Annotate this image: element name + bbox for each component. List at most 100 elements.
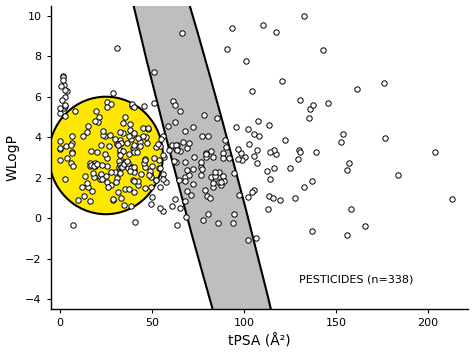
Point bbox=[134, 182, 142, 187]
Point bbox=[202, 150, 210, 156]
Point bbox=[181, 129, 189, 134]
Point bbox=[282, 138, 289, 143]
Point bbox=[156, 184, 164, 190]
Point bbox=[259, 22, 267, 28]
Point bbox=[126, 169, 134, 174]
Point bbox=[343, 167, 351, 173]
Point bbox=[140, 104, 148, 109]
Point bbox=[98, 162, 105, 168]
Point bbox=[56, 157, 64, 163]
Point bbox=[190, 166, 197, 172]
Point bbox=[91, 160, 99, 166]
Point bbox=[301, 184, 308, 190]
Point bbox=[121, 159, 129, 165]
Point bbox=[139, 133, 146, 139]
Point bbox=[172, 147, 180, 152]
Point bbox=[266, 149, 274, 154]
Point bbox=[150, 69, 158, 75]
Point bbox=[189, 181, 197, 187]
Point bbox=[266, 176, 273, 182]
Point bbox=[178, 30, 186, 35]
Point bbox=[347, 206, 355, 212]
Point bbox=[448, 196, 456, 202]
Point bbox=[235, 156, 242, 161]
Point bbox=[305, 115, 312, 121]
Point bbox=[130, 169, 138, 175]
Point bbox=[182, 178, 189, 184]
Point bbox=[88, 162, 95, 167]
Point bbox=[139, 125, 146, 131]
Point bbox=[181, 174, 189, 180]
Point bbox=[118, 140, 125, 145]
Point bbox=[182, 214, 190, 219]
Point bbox=[95, 115, 102, 120]
Point bbox=[265, 193, 273, 198]
Point bbox=[98, 171, 105, 177]
Point bbox=[105, 143, 112, 148]
Point bbox=[353, 86, 360, 92]
Point bbox=[116, 139, 123, 145]
Point bbox=[121, 186, 129, 192]
Point bbox=[60, 105, 68, 111]
Point bbox=[103, 163, 110, 169]
Point bbox=[113, 175, 121, 181]
Point bbox=[111, 170, 119, 175]
Point bbox=[130, 178, 137, 183]
Point bbox=[56, 105, 64, 110]
Point bbox=[116, 147, 124, 153]
Point bbox=[103, 99, 111, 104]
Point bbox=[61, 176, 69, 182]
Point bbox=[255, 119, 262, 124]
Point bbox=[197, 172, 205, 178]
Point bbox=[106, 132, 114, 138]
Point bbox=[168, 142, 176, 148]
Point bbox=[431, 149, 439, 155]
Point bbox=[109, 197, 117, 202]
Point bbox=[61, 113, 68, 119]
Point bbox=[345, 160, 353, 165]
Point bbox=[119, 130, 127, 136]
Point bbox=[165, 147, 173, 152]
Y-axis label: WLogP: WLogP bbox=[6, 134, 19, 181]
Point bbox=[204, 211, 212, 217]
Point bbox=[309, 228, 316, 234]
Point bbox=[130, 164, 138, 170]
Point bbox=[170, 143, 178, 149]
Point bbox=[203, 193, 211, 199]
Point bbox=[128, 203, 135, 209]
Point bbox=[80, 193, 88, 199]
Point bbox=[130, 143, 137, 148]
Point bbox=[120, 202, 128, 208]
Point bbox=[141, 185, 149, 190]
Point bbox=[160, 176, 167, 182]
Point bbox=[141, 156, 149, 162]
Point bbox=[182, 160, 189, 165]
Point bbox=[128, 132, 136, 138]
Point bbox=[107, 169, 114, 175]
Point bbox=[245, 195, 252, 200]
Point bbox=[213, 115, 220, 121]
Point bbox=[253, 235, 260, 241]
Point bbox=[71, 108, 79, 114]
Point bbox=[133, 149, 141, 155]
Point bbox=[152, 177, 160, 183]
Point bbox=[129, 145, 137, 151]
Point bbox=[156, 205, 164, 211]
Point bbox=[207, 148, 215, 154]
Point bbox=[244, 126, 252, 132]
Point bbox=[116, 129, 123, 135]
Point bbox=[220, 178, 228, 184]
Point bbox=[296, 149, 304, 155]
Point bbox=[183, 167, 191, 172]
Point bbox=[202, 154, 210, 160]
Point bbox=[56, 145, 64, 151]
Point bbox=[108, 182, 115, 188]
Point bbox=[69, 222, 77, 228]
Point bbox=[123, 141, 130, 146]
Point bbox=[90, 174, 98, 180]
Point bbox=[59, 74, 66, 79]
Point bbox=[103, 156, 110, 161]
Point bbox=[130, 147, 137, 152]
Point bbox=[112, 179, 119, 185]
Point bbox=[209, 154, 217, 160]
